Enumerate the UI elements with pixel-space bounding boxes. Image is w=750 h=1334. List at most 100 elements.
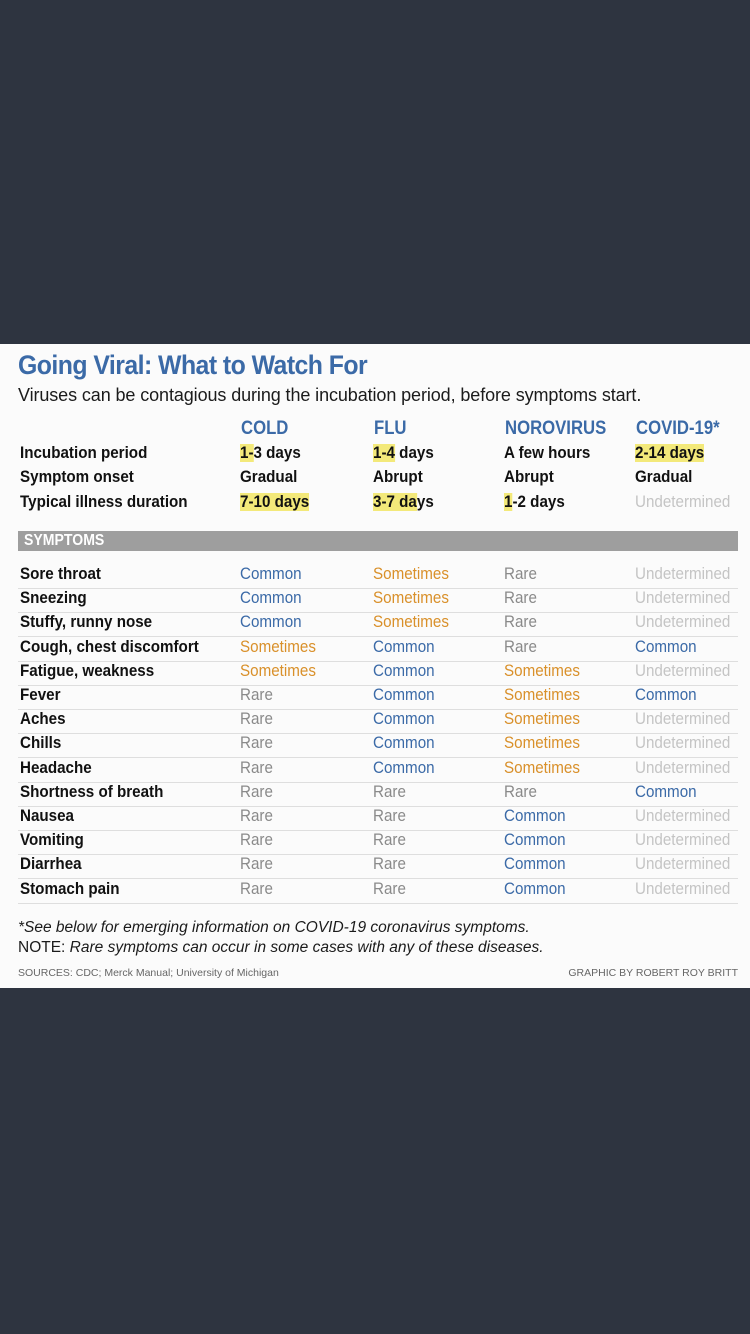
- symptom-frequency: Sometimes: [240, 661, 316, 680]
- symptom-frequency: Common: [504, 879, 566, 898]
- symptom-frequency: Common: [373, 686, 435, 704]
- overview-row: Incubation period 1-3 days 1-4 days A few h…: [18, 443, 738, 467]
- symptom-name: Diarrhea: [20, 855, 82, 874]
- cell-text: days: [394, 444, 434, 462]
- symptom-frequency: Common: [373, 637, 435, 656]
- symptom-name: Shortness of breath: [20, 782, 164, 801]
- symptom-frequency: Common: [373, 710, 435, 729]
- highlighted-text: 3-7 da: [373, 493, 417, 511]
- symptom-frequency: Sometimes: [504, 686, 580, 704]
- note-prefix: NOTE:: [18, 939, 66, 956]
- symptom-row: Fatigue, weakness Sometimes Common Sometime…: [18, 661, 738, 686]
- symptom-name: Nausea: [20, 807, 75, 825]
- highlighted-text: 1-4: [373, 444, 395, 462]
- infographic-card: Going Viral: What to Watch For Viruses c…: [0, 344, 750, 988]
- symptom-row: Fever Rare Common Sometimes Common: [18, 685, 738, 710]
- highlighted-text: 1-: [240, 444, 254, 462]
- symptom-frequency: Rare: [373, 782, 406, 801]
- footnote-text: *See below for emerging information on C…: [18, 919, 530, 936]
- cell-text: Gradual: [240, 468, 298, 486]
- symptom-frequency: Undetermined: [635, 879, 731, 898]
- symptom-name: Fever: [20, 686, 61, 704]
- overview-cell: 2-14 days: [635, 444, 705, 463]
- symptom-frequency: Rare: [504, 613, 537, 632]
- symptom-frequency: Sometimes: [504, 710, 580, 729]
- symptom-frequency: Undetermined: [635, 831, 731, 850]
- symptom-frequency: Rare: [504, 782, 537, 801]
- symptom-frequency: Rare: [240, 782, 273, 801]
- symptom-frequency: Rare: [373, 807, 406, 825]
- cell-text: Gradual: [635, 468, 693, 486]
- overview-cell: Abrupt: [504, 468, 554, 487]
- symptom-frequency: Undetermined: [635, 710, 731, 729]
- symptom-row: Diarrhea Rare Rare Common Undetermined: [18, 854, 738, 880]
- symptom-frequency: Rare: [240, 734, 273, 753]
- symptom-name: Aches: [20, 710, 66, 729]
- overview-cell: 7-10 days: [240, 493, 310, 512]
- symptom-frequency: Common: [240, 589, 302, 608]
- symptom-frequency: Undetermined: [635, 613, 731, 632]
- symptom-row: Nausea Rare Rare Common Undetermined: [18, 806, 738, 831]
- symptom-frequency: Common: [373, 734, 435, 753]
- row-label: Typical illness duration: [20, 493, 188, 511]
- overview-cell: A few hours: [504, 444, 590, 463]
- cell-text: Abrupt: [504, 468, 554, 486]
- column-header-covid19: COVID-19*: [636, 418, 720, 439]
- symptom-frequency: Sometimes: [504, 758, 580, 777]
- symptom-name: Fatigue, weakness: [20, 661, 155, 680]
- overview-cell: 1-4 days: [373, 444, 434, 463]
- symptom-row: Sore throat Common Sometimes Rare Undetermin…: [18, 564, 738, 589]
- symptom-frequency: Rare: [240, 831, 273, 850]
- footnote: *See below for emerging information on C…: [18, 919, 530, 937]
- symptom-frequency: Rare: [373, 831, 406, 850]
- subtitle: Viruses can be contagious during the inc…: [18, 385, 642, 405]
- symptom-frequency: Common: [373, 758, 435, 777]
- symptom-frequency: Rare: [240, 879, 273, 898]
- symptom-frequency: Rare: [240, 807, 273, 825]
- cell-text: Undetermined: [635, 493, 731, 511]
- symptom-frequency: Common: [635, 782, 697, 801]
- symptom-frequency: Rare: [373, 879, 406, 898]
- symptom-frequency: Rare: [373, 855, 406, 874]
- symptom-row: Vomiting Rare Rare Common Undetermined: [18, 830, 738, 856]
- symptom-row: Sneezing Common Sometimes Rare Undetermined: [18, 588, 738, 614]
- symptom-row: Stuffy, runny nose Common Sometimes Rare Und…: [18, 612, 738, 638]
- cell-text: ys: [416, 493, 434, 511]
- sources: SOURCES: CDC; Merck Manual; University o…: [18, 967, 279, 979]
- symptoms-section-title: SYMPTOMS: [24, 532, 105, 549]
- symptom-row: Stomach pain Rare Rare Common Undetermined: [18, 879, 738, 904]
- symptom-frequency: Sometimes: [373, 565, 449, 583]
- symptom-frequency: Common: [373, 661, 435, 680]
- overview-row: Typical illness duration 7-10 days 3-7 day…: [18, 492, 738, 516]
- symptom-frequency: Rare: [240, 758, 273, 777]
- overview-cell: Gradual: [635, 468, 692, 487]
- column-header-cold: COLD: [241, 418, 289, 439]
- symptom-frequency: Common: [504, 831, 566, 850]
- symptom-frequency: Undetermined: [635, 734, 731, 753]
- symptom-frequency: Sometimes: [240, 637, 316, 656]
- symptom-frequency: Common: [504, 855, 566, 874]
- overview-cell: 3-7 days: [373, 493, 434, 512]
- column-header-norovirus: NOROVIRUS: [505, 418, 607, 439]
- overview-cell: 1-2 days: [504, 493, 565, 512]
- symptoms-section-bar: SYMPTOMS: [18, 531, 738, 551]
- row-label: Incubation period: [20, 444, 148, 462]
- cell-text: 3 days: [253, 444, 301, 462]
- symptom-name: Stomach pain: [20, 879, 120, 898]
- symptom-name: Headache: [20, 758, 92, 777]
- note-text: Rare symptoms can occur in some cases wi…: [65, 939, 544, 956]
- highlighted-text: 1: [504, 493, 513, 511]
- symptom-frequency: Sometimes: [504, 734, 580, 753]
- symptom-frequency: Rare: [240, 710, 273, 729]
- symptom-frequency: Undetermined: [635, 807, 731, 825]
- symptom-row: Cough, chest discomfort Sometimes Common Ra…: [18, 637, 738, 662]
- symptom-frequency: Common: [635, 637, 697, 656]
- symptom-frequency: Rare: [504, 565, 537, 583]
- symptom-frequency: Sometimes: [373, 589, 449, 608]
- highlighted-text: 2-14 days: [635, 444, 705, 462]
- symptom-frequency: Rare: [240, 855, 273, 874]
- symptom-name: Cough, chest discomfort: [20, 637, 199, 656]
- symptom-row: Shortness of breath Rare Rare Rare Common: [18, 782, 738, 807]
- symptom-frequency: Common: [240, 565, 302, 583]
- symptom-name: Vomiting: [20, 831, 84, 850]
